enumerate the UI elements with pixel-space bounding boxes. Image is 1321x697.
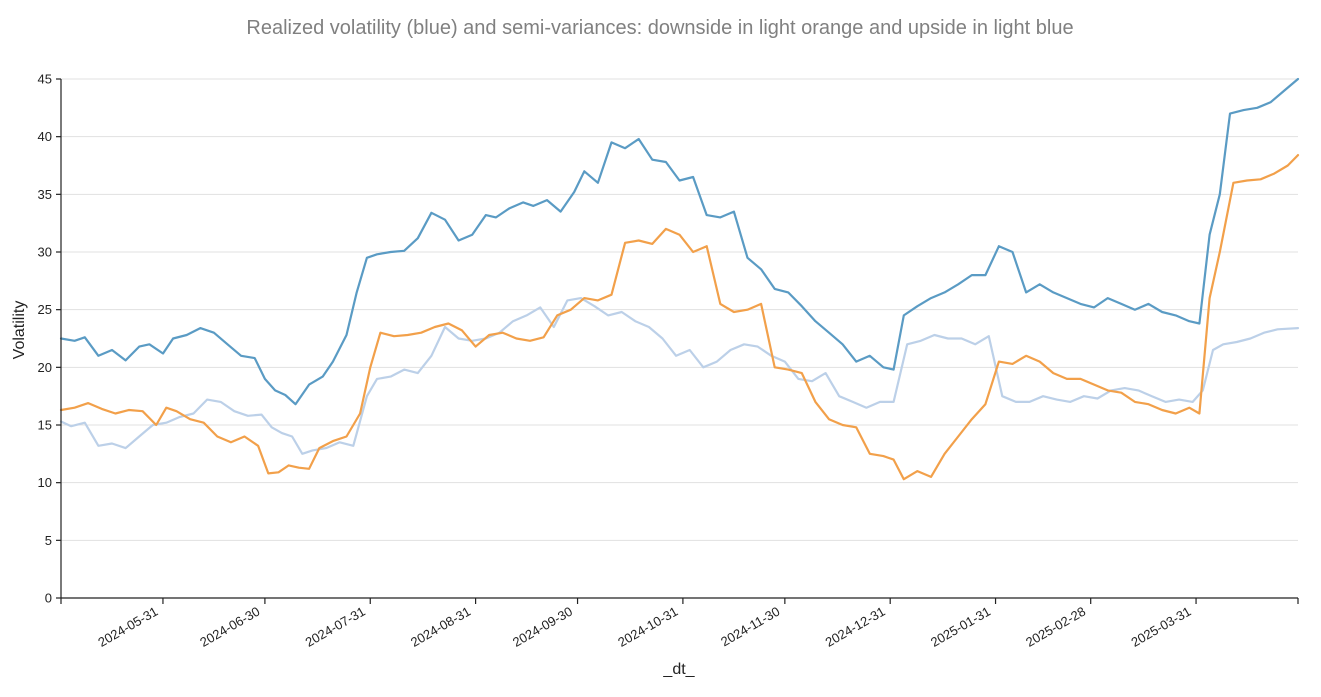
y-tick-label: 45 [38, 72, 52, 87]
axes: 0 5 10 15 20 25 30 35 40 45 2024-05-31 2024-06-30 20… [38, 72, 1299, 650]
x-tick-label: 2024-05-31 [95, 604, 160, 650]
y-tick-label: 20 [38, 360, 52, 375]
y-tick-label: 35 [38, 187, 52, 202]
series-realized-line [59, 77, 1300, 406]
chart-title: Realized volatility (blue) and semi-vari… [246, 17, 1073, 39]
x-tick-label: 2024-08-31 [408, 604, 473, 650]
x-tick-label: 2024-09-30 [510, 604, 575, 650]
x-tick-label: 2025-02-28 [1023, 604, 1088, 650]
y-tick-label: 5 [45, 533, 52, 548]
y-tick-label: 10 [38, 475, 52, 490]
y-tick-label: 15 [38, 418, 52, 433]
series-downside-line [59, 154, 1300, 481]
x-tick-label: 2024-10-31 [615, 604, 680, 650]
series-lines [59, 77, 1300, 481]
x-axis-title: _dt_ [662, 661, 695, 678]
x-tick-label: 2025-01-31 [928, 604, 993, 650]
y-tick-label: 25 [38, 302, 52, 317]
x-tick-label: 2024-07-31 [303, 604, 368, 650]
y-tick-label: 30 [38, 245, 52, 260]
series-upside-line [59, 297, 1300, 455]
grid-lines [61, 78, 1298, 541]
y-axis-title: Volatility [11, 301, 28, 360]
y-tick-label: 0 [45, 591, 52, 606]
x-tick-label: 2025-03-31 [1128, 604, 1193, 650]
x-tick-label: 2024-11-30 [718, 604, 782, 650]
y-tick-label: 40 [38, 129, 52, 144]
x-tick-label: 2024-06-30 [197, 604, 262, 650]
x-tick-label: 2024-12-31 [823, 604, 888, 650]
